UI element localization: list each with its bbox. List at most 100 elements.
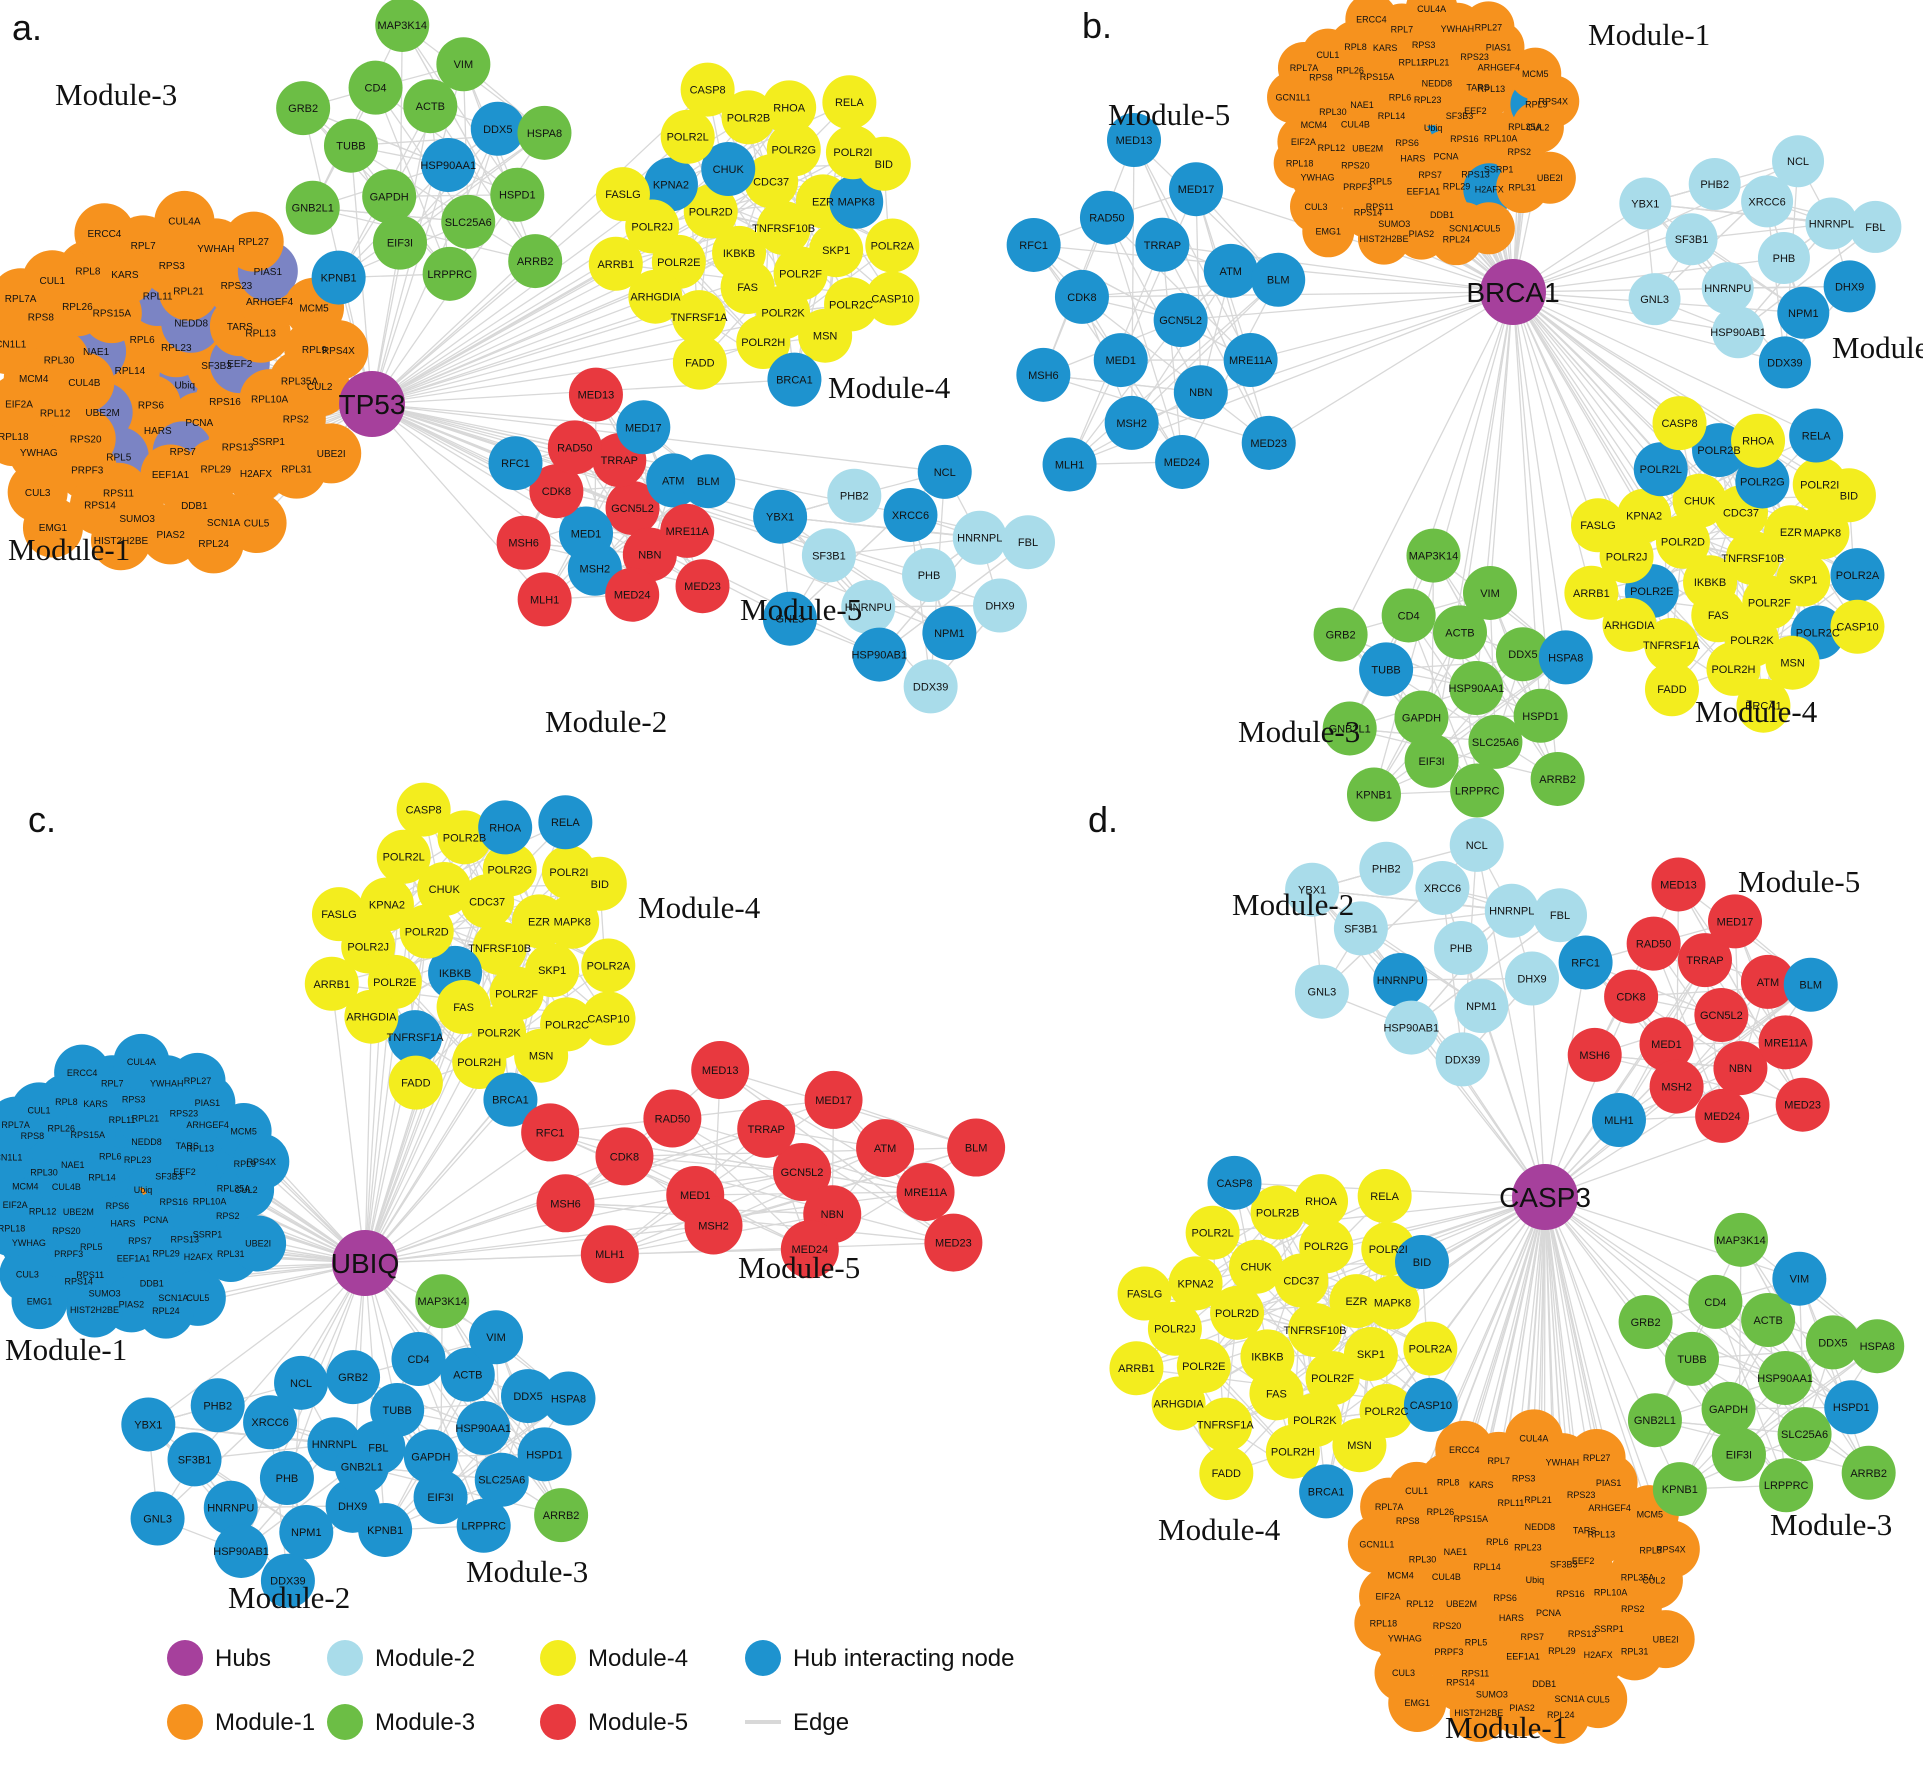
node-YBX1[interactable] xyxy=(753,489,808,544)
node-XRCC6[interactable] xyxy=(883,487,938,542)
node-MLH1[interactable] xyxy=(1042,437,1097,492)
node-FASLG[interactable] xyxy=(1570,498,1625,553)
node-GRB2[interactable] xyxy=(1313,607,1368,662)
node-ARRB2[interactable] xyxy=(508,234,563,289)
node-FADD[interactable] xyxy=(1644,662,1699,717)
node-MSH2[interactable] xyxy=(684,1196,743,1255)
node-GAPDH[interactable] xyxy=(1394,690,1449,745)
node-NBN[interactable] xyxy=(1173,365,1228,420)
node-POLR2H[interactable] xyxy=(452,1035,507,1090)
node-CUL4A[interactable] xyxy=(113,1033,170,1090)
node-POLR2D[interactable] xyxy=(399,904,454,959)
node-HIST2H2BE[interactable] xyxy=(66,1281,123,1338)
node-MED13[interactable] xyxy=(1106,113,1161,168)
node-RPL27[interactable] xyxy=(223,211,284,272)
node-KPNA2[interactable] xyxy=(1617,488,1672,543)
node-CUL4A[interactable] xyxy=(1405,0,1458,35)
node-BLM[interactable] xyxy=(681,454,736,509)
node-HNRNPU[interactable] xyxy=(1701,262,1754,315)
node-BRCA1[interactable] xyxy=(1736,678,1791,733)
node-POLR2G[interactable] xyxy=(482,842,537,897)
node-CASP8[interactable] xyxy=(396,782,451,837)
node-DHX9[interactable] xyxy=(1823,260,1876,313)
node-TNFRSF1A[interactable] xyxy=(672,290,727,345)
node-MSN[interactable] xyxy=(514,1028,569,1083)
node-MAPK8[interactable] xyxy=(545,894,600,949)
node-ERCC4[interactable] xyxy=(54,1044,111,1101)
node-CASP10[interactable] xyxy=(581,991,636,1046)
node-KPNA2[interactable] xyxy=(643,157,698,212)
node-RPL18[interactable] xyxy=(0,1200,40,1257)
node-SKP1[interactable] xyxy=(1776,552,1831,607)
node-EIF3I[interactable] xyxy=(413,1470,468,1525)
node-CDK8[interactable] xyxy=(1054,269,1109,324)
node-ARHGDIA[interactable] xyxy=(1602,597,1657,652)
hub-TP53[interactable] xyxy=(339,371,405,437)
node-MED17[interactable] xyxy=(804,1070,863,1129)
node-HSP90AB1[interactable] xyxy=(1712,306,1765,359)
node-KPNB1[interactable] xyxy=(311,250,366,305)
node-TRRAP[interactable] xyxy=(737,1099,796,1158)
node-HIST2H2BE[interactable] xyxy=(1357,212,1410,265)
node-GRB2[interactable] xyxy=(326,1350,381,1405)
node-MED24[interactable] xyxy=(1155,434,1210,489)
node-ARHGDIA[interactable] xyxy=(628,269,683,324)
node-HSP90AA1[interactable] xyxy=(1449,661,1504,715)
node-RPL27[interactable] xyxy=(169,1052,226,1109)
node-XRCC6[interactable] xyxy=(1741,175,1794,228)
node-HSPA8[interactable] xyxy=(517,105,572,160)
node-RFC1[interactable] xyxy=(488,436,543,491)
node-MSH6[interactable] xyxy=(1016,347,1071,402)
node-KPNA2[interactable] xyxy=(359,877,414,932)
node-VIM[interactable] xyxy=(436,37,491,92)
node-RPL18[interactable] xyxy=(1273,137,1326,190)
node-RAD50[interactable] xyxy=(547,420,602,475)
node-RELA[interactable] xyxy=(822,75,877,130)
node-POLR2L[interactable] xyxy=(376,829,431,884)
node-YBX1[interactable] xyxy=(1619,177,1672,230)
node-GNB2L1[interactable] xyxy=(285,180,340,235)
node-SLC25A6[interactable] xyxy=(441,194,496,249)
node-MED13[interactable] xyxy=(691,1040,750,1099)
node-HSP90AA1[interactable] xyxy=(456,1401,511,1455)
node-MED23[interactable] xyxy=(675,559,730,614)
node-CASP10[interactable] xyxy=(865,271,920,326)
node-KPNB1[interactable] xyxy=(1346,767,1401,822)
node-NCL[interactable] xyxy=(1772,135,1825,188)
node-SF3B1[interactable] xyxy=(801,528,856,583)
node-RPL24[interactable] xyxy=(183,513,244,574)
node-RPL24[interactable] xyxy=(137,1282,194,1339)
node-FASLG[interactable] xyxy=(595,167,650,222)
node-GAPDH[interactable] xyxy=(362,169,417,224)
node-CD4[interactable] xyxy=(1381,588,1436,643)
node-RELA[interactable] xyxy=(1789,408,1844,463)
node-POLR2A[interactable] xyxy=(865,218,920,273)
node-RHOA[interactable] xyxy=(762,80,817,135)
node-MAP3K14[interactable] xyxy=(415,1274,470,1329)
node-RPL27[interactable] xyxy=(1462,1,1515,54)
node-MED17[interactable] xyxy=(1169,162,1224,217)
node-RHOA[interactable] xyxy=(478,800,533,855)
node-GNL3[interactable] xyxy=(130,1491,185,1546)
node-MED23[interactable] xyxy=(924,1213,983,1272)
node-TNFRSF1A[interactable] xyxy=(388,1010,443,1065)
node-RPS4X[interactable] xyxy=(308,320,369,381)
node-FBL[interactable] xyxy=(1849,200,1902,253)
node-MED24[interactable] xyxy=(605,567,660,622)
node-MSN[interactable] xyxy=(798,308,853,363)
node-ATM[interactable] xyxy=(1203,243,1258,298)
node-PHB[interactable] xyxy=(259,1451,314,1505)
node-TNFRSF10B[interactable] xyxy=(756,201,811,255)
node-LRPPRC[interactable] xyxy=(1450,763,1505,818)
node-FBL[interactable] xyxy=(1001,515,1056,570)
node-DDX5[interactable] xyxy=(501,1369,556,1424)
node-RPL7A[interactable] xyxy=(0,1096,44,1153)
node-CHUK[interactable] xyxy=(1672,473,1727,528)
node-CD4[interactable] xyxy=(348,60,403,115)
node-MSH6[interactable] xyxy=(536,1174,595,1233)
node-ATM[interactable] xyxy=(856,1119,915,1178)
node-ARRB1[interactable] xyxy=(1564,565,1619,620)
node-RFC1[interactable] xyxy=(521,1103,580,1162)
node-SF3B1[interactable] xyxy=(1665,213,1718,266)
node-HSP90AB1[interactable] xyxy=(214,1523,269,1578)
